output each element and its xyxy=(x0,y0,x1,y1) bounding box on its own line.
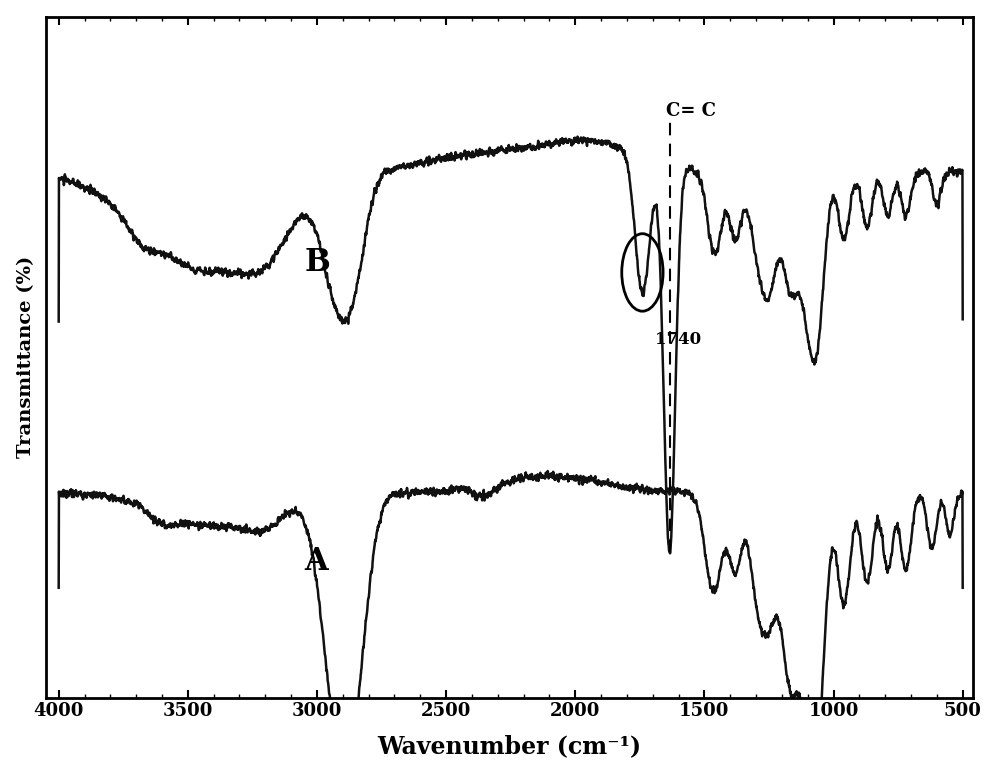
Text: B: B xyxy=(304,247,330,278)
X-axis label: Wavenumber (cm⁻¹): Wavenumber (cm⁻¹) xyxy=(377,735,641,758)
Text: 1740: 1740 xyxy=(655,332,701,349)
Y-axis label: Transmittance (%): Transmittance (%) xyxy=(17,256,35,458)
Text: C= C: C= C xyxy=(666,102,716,120)
Text: A: A xyxy=(304,546,328,577)
